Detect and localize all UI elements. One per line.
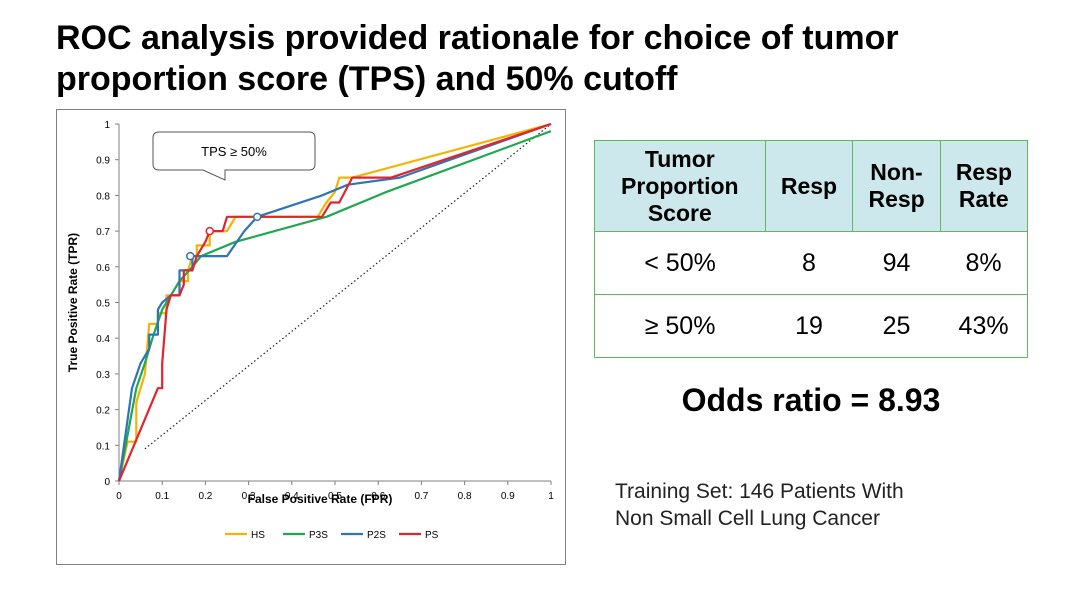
y-tick-label: 0.8 [96, 191, 110, 202]
cell-resp: 19 [765, 294, 853, 358]
roc-chart: 0 0.1 0.2 0.3 0.4 0.5 0.6 0.7 0.8 0.9 1 0 0.1 0.2 0.3 0… [56, 109, 566, 565]
x-tick-label: 1 [548, 491, 554, 502]
table-row: ≥ 50% 19 25 43% [594, 294, 1029, 358]
legend-label-ps: PS [425, 530, 439, 541]
table-row: < 50% 8 94 8% [594, 231, 1029, 295]
cell-tps: ≥ 50% [594, 294, 766, 358]
annotation-text: TPS ≥ 50% [201, 144, 267, 159]
y-tick-label: 0.5 [96, 299, 110, 310]
x-tick-label: 0.7 [414, 491, 428, 502]
y-tick-label: 0.9 [96, 156, 110, 167]
x-axis-label: False Positive Rate (FPR) [248, 492, 393, 506]
slide-title: ROC analysis provided rationale for choi… [56, 18, 1056, 100]
cell-tps: < 50% [594, 231, 766, 295]
x-tick-label: 0.8 [458, 491, 472, 502]
note-line-1: Training Set: 146 Patients With [615, 480, 904, 503]
y-tick-label: 1 [104, 120, 110, 131]
title-line-1: ROC analysis provided rationale for choi… [56, 19, 899, 57]
x-tick-label: 0.6 [371, 491, 385, 502]
roc-chart-svg: 0 0.1 0.2 0.3 0.4 0.5 0.6 0.7 0.8 0.9 1 0 0.1 0.2 0.3 0… [66, 120, 554, 541]
odds-ratio: Odds ratio = 8.93 [681, 382, 941, 418]
x-tick-label: 0.9 [501, 491, 515, 502]
legend-label-p3s: P3S [309, 530, 328, 541]
y-tick-label: 0.1 [96, 441, 110, 452]
y-tick-label: 0.6 [96, 263, 110, 274]
y-tick-label: 0.2 [96, 406, 110, 417]
x-tick-label: 0.3 [242, 491, 256, 502]
series-line-ps [117, 122, 552, 482]
header-tumor-proportion-score: Tumor Proportion Score [594, 140, 766, 232]
x-tick-label: 0.2 [198, 491, 212, 502]
cell-resp-rate: 8% [940, 231, 1029, 295]
header-resp: Resp [764, 140, 854, 232]
legend-label-p2s: P2S [367, 530, 386, 541]
y-axis-label: True Positive Rate (TPR) [66, 233, 80, 372]
x-tick-label: 0.1 [155, 491, 169, 502]
cell-resp-rate: 43% [940, 294, 1029, 358]
series-marker-p2s [252, 212, 262, 222]
legend-label-hs: HS [251, 530, 265, 541]
reference-diagonal-line [144, 123, 552, 450]
cell-resp: 8 [765, 231, 853, 295]
series-line-p3s [117, 130, 552, 482]
table-header-row: Tumor Proportion Score Resp Non-Resp Res… [594, 140, 1029, 232]
series-line-p2s [117, 122, 552, 482]
x-tick-label: 0 [116, 491, 122, 502]
series-marker-ps [205, 226, 214, 236]
y-tick-label: 0.7 [96, 227, 110, 238]
y-tick-label: 0.4 [96, 334, 110, 345]
series-marker-p2s [186, 251, 195, 261]
cell-non-resp: 25 [852, 294, 941, 358]
title-line-2: proportion score (TPS) and 50% cutoff [56, 60, 678, 98]
cell-non-resp: 94 [852, 231, 941, 295]
training-set-note: Training Set: 146 Patients With Non Smal… [615, 478, 1055, 532]
annotation-callout [152, 131, 316, 181]
header-non-resp: Non-Resp [852, 140, 941, 232]
x-tick-label: 0.5 [328, 491, 342, 502]
note-line-2: Non Small Cell Lung Cancer [615, 507, 880, 530]
x-tick-label: 0.4 [285, 491, 299, 502]
series-line-hs [117, 122, 552, 482]
header-resp-rate: Resp Rate [939, 140, 1029, 232]
y-tick-label: 0.3 [96, 370, 110, 381]
y-tick-label: 0 [104, 477, 110, 488]
tps-response-table: Tumor Proportion Score Resp Non-Resp Res… [594, 140, 1029, 358]
